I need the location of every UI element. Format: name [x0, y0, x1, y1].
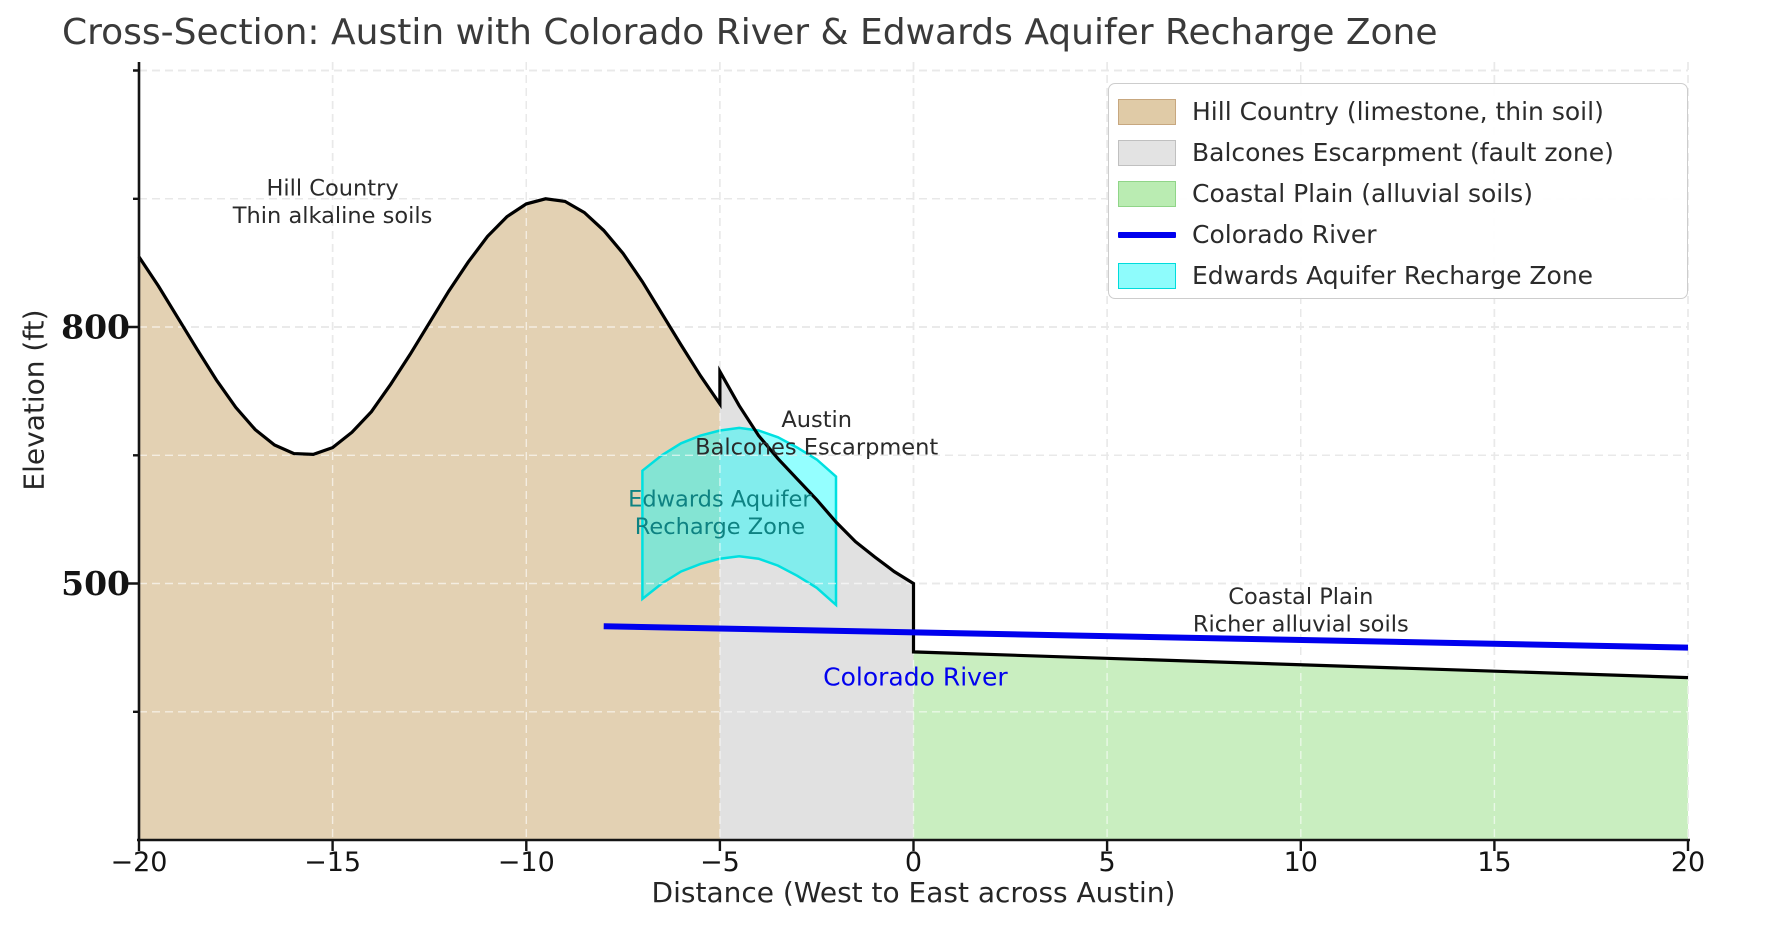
- x-tick-label: 10: [1284, 847, 1318, 878]
- legend-item-coastal-plain: Coastal Plain (alluvial soils): [1118, 173, 1687, 214]
- y-axis-label: Elevation (ft): [17, 309, 51, 491]
- legend-label: Colorado River: [1192, 220, 1377, 249]
- x-axis-label: Distance (West to East across Austin): [651, 876, 1176, 909]
- recharge-zone-patch: [641, 426, 838, 608]
- x-tick-label: −10: [498, 847, 555, 878]
- legend: Hill Country (limestone, thin soil) Balco…: [1108, 83, 1688, 299]
- x-tick-label: −15: [304, 847, 361, 878]
- colorado-river-label: Colorado River: [823, 662, 1008, 691]
- hill-country-label: Hill Country Thin alkaline soils: [232, 176, 433, 230]
- legend-item-edwards-aquifer: Edwards Aquifer Recharge Zone: [1118, 255, 1687, 296]
- y-tick-labels: 500 800: [61, 308, 130, 604]
- x-tick-label: 5: [1099, 847, 1116, 878]
- legend-label: Edwards Aquifer Recharge Zone: [1192, 261, 1594, 290]
- x-tick-label: −5: [700, 847, 740, 878]
- legend-label: Coastal Plain (alluvial soils): [1192, 179, 1533, 208]
- coastal-plain-label: Coastal Plain Richer alluvial soils: [1193, 584, 1409, 638]
- legend-label: Hill Country (limestone, thin soil): [1192, 97, 1604, 126]
- tick-marks: [128, 69, 1690, 851]
- edwards-recharge-label: Edwards Aquifer Recharge Zone: [628, 487, 812, 541]
- x-tick-labels: −20 −15 −10 −5 0 5 10 15 20: [111, 847, 1706, 878]
- x-tick-label: 0: [905, 847, 922, 878]
- legend-item-colorado-river: Colorado River: [1118, 214, 1687, 255]
- x-tick-label: 15: [1477, 847, 1511, 878]
- y-tick-label: 800: [61, 308, 130, 347]
- gridlines-white: [138, 62, 1689, 840]
- legend-label: Balcones Escarpment (fault zone): [1192, 138, 1614, 167]
- x-tick-label: 20: [1671, 847, 1705, 878]
- hill-country-fill: [139, 198, 720, 841]
- edwards-aquifer-patch-swatch: [1118, 262, 1176, 289]
- balcones-escarpment-fill: [719, 371, 914, 840]
- x-tick-label: −20: [111, 847, 168, 878]
- chart-title: Cross-Section: Austin with Colorado Rive…: [62, 12, 1438, 53]
- legend-item-balcones-escarpment: Balcones Escarpment (fault zone): [1118, 132, 1687, 173]
- hill-country-patch-swatch: [1118, 98, 1176, 125]
- terrain-outline: [137, 197, 1689, 680]
- y-tick-label: 500: [61, 564, 130, 603]
- coastal-plain-patch-swatch: [1118, 180, 1176, 207]
- legend-item-hill-country: Hill Country (limestone, thin soil): [1118, 91, 1687, 132]
- austin-balcones-label: Austin Balcones Escarpment: [695, 407, 938, 461]
- annotations: Hill Country Thin alkaline soils Austin Bal…: [232, 176, 1409, 692]
- colorado-river-line: [603, 623, 1689, 651]
- balcones-escarpment-patch-swatch: [1118, 139, 1176, 166]
- colorado-river-line-swatch: [1118, 231, 1176, 238]
